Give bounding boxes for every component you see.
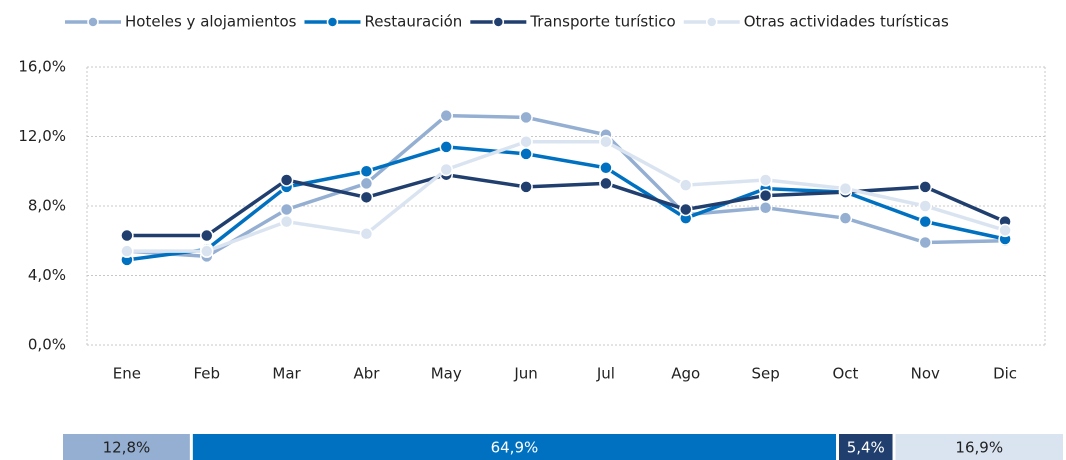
x-tick-label: Jul <box>596 365 615 383</box>
point <box>918 235 932 250</box>
share-segment <box>192 434 837 460</box>
x-tick-label: Sep <box>751 365 779 383</box>
point <box>519 147 533 161</box>
x-tick-label: Oct <box>832 365 858 383</box>
y-tick-label: 12,0% <box>18 127 66 145</box>
point <box>359 176 374 191</box>
point <box>200 228 214 243</box>
point <box>359 164 374 178</box>
point <box>838 181 853 196</box>
point <box>439 108 453 123</box>
point <box>279 173 294 187</box>
series-line <box>126 113 1006 259</box>
legend-marker <box>326 16 339 28</box>
legend-label: Hoteles y alojamientos <box>125 13 297 31</box>
x-tick-label: Ene <box>113 365 141 383</box>
share-segment <box>895 434 1063 460</box>
point <box>838 211 853 225</box>
point <box>599 161 613 175</box>
point <box>359 190 374 205</box>
point <box>679 178 693 192</box>
legend-marker <box>705 16 718 28</box>
point <box>998 223 1012 238</box>
point <box>439 162 453 177</box>
point <box>519 180 533 194</box>
point <box>519 134 533 149</box>
x-tick-label: Mar <box>272 365 301 383</box>
x-tick-label: May <box>431 365 462 383</box>
point <box>758 200 773 215</box>
point <box>200 244 214 258</box>
point <box>439 140 453 154</box>
point <box>599 134 613 149</box>
point <box>279 202 294 217</box>
point <box>758 173 773 187</box>
point <box>519 110 533 125</box>
point <box>120 244 134 258</box>
legend-label: Restauración <box>364 13 462 31</box>
x-tick-label: Abr <box>353 365 380 383</box>
y-tick-label: 0,0% <box>28 336 66 354</box>
share-label: 64,9% <box>491 439 539 457</box>
x-tick-label: Feb <box>193 365 220 383</box>
y-tick-label: 4,0% <box>28 266 66 284</box>
y-tick-label: 8,0% <box>28 197 66 215</box>
share-label: 5,4% <box>847 439 885 457</box>
point <box>359 227 374 241</box>
x-tick-label: Ago <box>671 365 700 383</box>
point <box>918 214 932 229</box>
y-tick-label: 16,0% <box>18 58 66 76</box>
share-label: 16,9% <box>955 439 1003 457</box>
legend-label: Otras actividades turísticas <box>744 13 949 31</box>
x-tick-label: Jun <box>513 365 537 383</box>
series-line <box>126 139 1006 253</box>
point <box>279 214 294 229</box>
share-segment <box>63 434 190 460</box>
point <box>599 176 613 191</box>
point <box>679 202 693 217</box>
legend-marker <box>87 16 99 28</box>
point <box>918 180 932 194</box>
series-line <box>126 145 1006 262</box>
point <box>918 199 932 213</box>
point <box>758 188 773 203</box>
point <box>120 228 134 243</box>
legend-marker <box>492 16 505 28</box>
share-label: 12,8% <box>103 439 151 457</box>
legend-label: Transporte turístico <box>529 13 675 31</box>
x-tick-label: Nov <box>911 365 940 383</box>
x-tick-label: Dic <box>993 365 1017 383</box>
share-segment <box>839 434 893 460</box>
